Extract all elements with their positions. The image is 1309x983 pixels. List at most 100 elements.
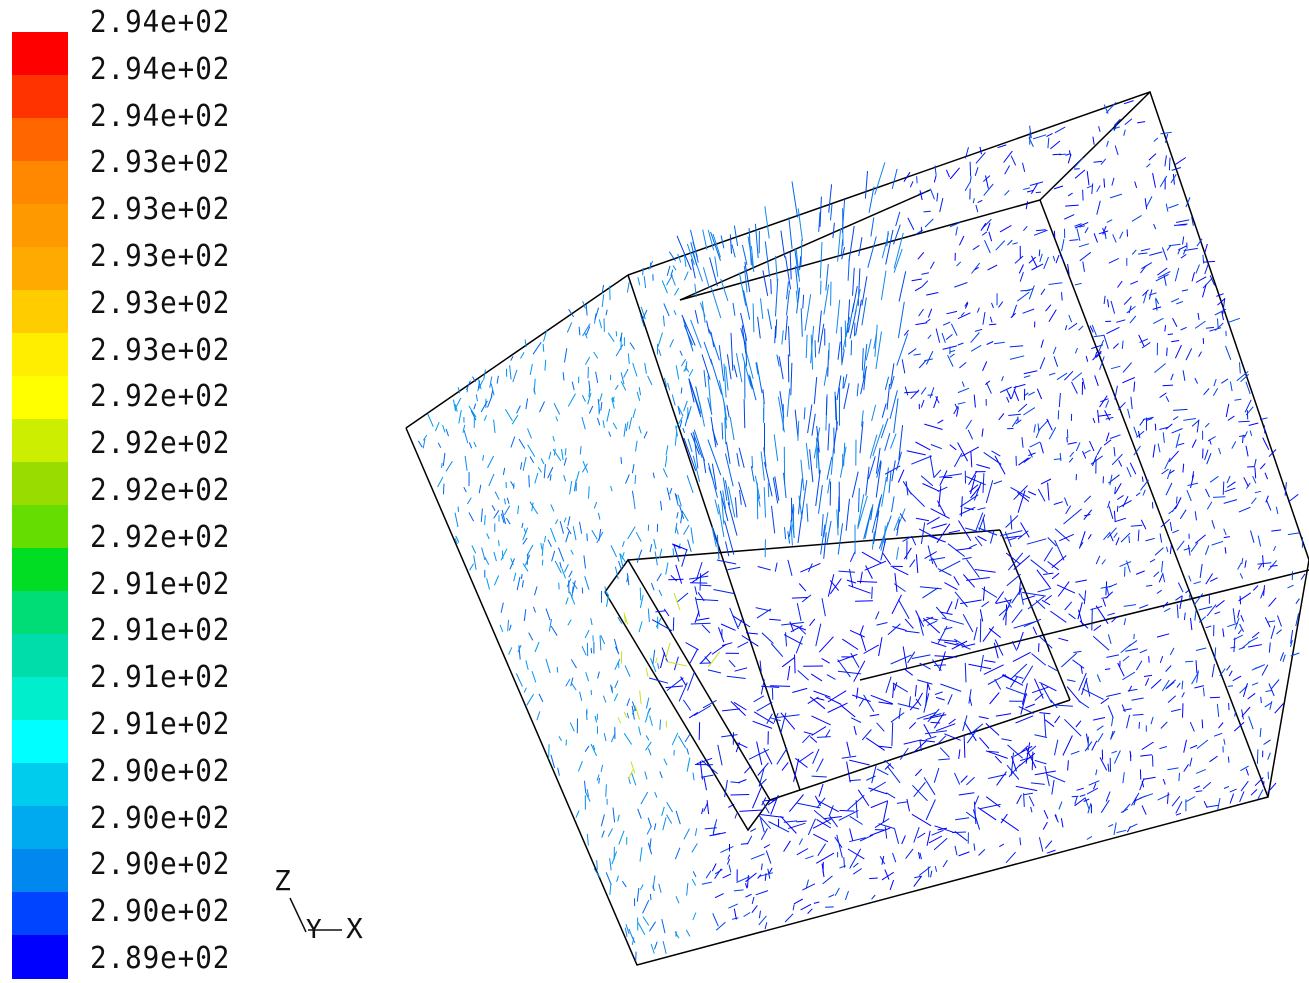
velocity-vector bbox=[1075, 579, 1087, 583]
velocity-vector bbox=[632, 362, 638, 377]
velocity-vector bbox=[1010, 312, 1016, 319]
velocity-vector bbox=[1128, 305, 1132, 314]
velocity-vector bbox=[528, 475, 530, 488]
velocity-vector bbox=[1217, 297, 1226, 306]
velocity-vector bbox=[1058, 637, 1069, 642]
velocity-vector bbox=[1206, 604, 1217, 617]
velocity-vector bbox=[966, 776, 975, 786]
velocity-vector bbox=[710, 332, 715, 348]
velocity-vector bbox=[604, 586, 607, 595]
velocity-vector bbox=[920, 522, 926, 544]
velocity-vector bbox=[1018, 706, 1034, 714]
velocity-vector bbox=[907, 348, 917, 355]
velocity-vector bbox=[994, 455, 1006, 475]
velocity-vector bbox=[596, 774, 600, 781]
velocity-vector bbox=[552, 449, 562, 462]
velocity-vector bbox=[1014, 255, 1024, 264]
velocity-vector bbox=[666, 814, 673, 824]
velocity-vector bbox=[1034, 770, 1056, 776]
velocity-vector bbox=[806, 503, 809, 522]
velocity-vector bbox=[748, 374, 753, 390]
velocity-vector bbox=[1168, 509, 1175, 515]
velocity-vector bbox=[1075, 442, 1081, 452]
velocity-vector bbox=[957, 387, 970, 394]
velocity-vector bbox=[686, 475, 694, 494]
velocity-vector bbox=[955, 226, 958, 236]
velocity-vector bbox=[1222, 628, 1225, 638]
velocity-vector bbox=[665, 685, 683, 689]
velocity-vector bbox=[783, 840, 791, 852]
velocity-vector bbox=[727, 501, 738, 536]
velocity-vector bbox=[809, 736, 818, 743]
velocity-vector bbox=[515, 673, 523, 687]
velocity-vector bbox=[689, 575, 709, 580]
velocity-vector bbox=[509, 365, 512, 380]
velocity-vector bbox=[901, 835, 906, 845]
velocity-vector bbox=[852, 267, 855, 296]
velocity-vector bbox=[706, 800, 710, 815]
velocity-vector bbox=[1138, 252, 1148, 255]
velocity-vector bbox=[834, 887, 840, 896]
velocity-vector bbox=[1096, 185, 1101, 192]
velocity-vector bbox=[750, 853, 765, 860]
velocity-vector bbox=[1025, 201, 1029, 210]
velocity-vector bbox=[1137, 430, 1141, 439]
velocity-vector bbox=[475, 394, 478, 402]
velocity-vector bbox=[620, 381, 627, 391]
velocity-vector bbox=[720, 278, 729, 302]
velocity-vector bbox=[813, 377, 818, 405]
velocity-vector bbox=[1104, 668, 1111, 670]
velocity-vector bbox=[614, 566, 619, 580]
velocity-vector bbox=[1011, 755, 1017, 772]
colorbar-swatch bbox=[12, 591, 68, 635]
velocity-vector bbox=[863, 509, 872, 540]
velocity-vector bbox=[1232, 675, 1242, 682]
velocity-vector bbox=[1082, 261, 1085, 272]
velocity-vector bbox=[1044, 840, 1053, 849]
velocity-vector bbox=[1009, 663, 1028, 680]
velocity-vector bbox=[817, 800, 839, 813]
velocity-vector bbox=[825, 263, 829, 291]
velocity-vector bbox=[1153, 223, 1157, 230]
velocity-vector bbox=[1097, 733, 1104, 743]
colorbar-swatch bbox=[12, 290, 68, 334]
velocity-vector bbox=[679, 420, 683, 428]
velocity-vector bbox=[1006, 573, 1022, 587]
velocity-vector bbox=[579, 691, 583, 701]
velocity-vector bbox=[634, 705, 640, 720]
velocity-vector bbox=[1044, 719, 1055, 728]
velocity-vector bbox=[718, 627, 725, 643]
velocity-vector bbox=[1061, 292, 1063, 301]
velocity-vector bbox=[1009, 676, 1018, 688]
velocity-vector bbox=[711, 863, 717, 872]
velocity-vector bbox=[676, 512, 679, 519]
velocity-vector bbox=[623, 368, 629, 378]
velocity-vector bbox=[856, 580, 878, 583]
velocity-vector bbox=[876, 722, 885, 732]
velocity-vector bbox=[1057, 410, 1060, 420]
velocity-vector bbox=[1047, 665, 1058, 672]
velocity-vector bbox=[630, 761, 636, 774]
velocity-vector bbox=[437, 476, 444, 488]
velocity-vector bbox=[1222, 481, 1225, 495]
colorbar-swatch bbox=[12, 462, 68, 506]
velocity-vector bbox=[759, 778, 767, 787]
velocity-vector bbox=[1166, 347, 1168, 356]
colorbar-swatch bbox=[12, 333, 68, 377]
velocity-vector bbox=[686, 243, 695, 265]
velocity-vector bbox=[1241, 706, 1251, 717]
velocity-vector bbox=[651, 619, 673, 632]
velocity-vector bbox=[733, 364, 738, 378]
velocity-vector bbox=[909, 181, 914, 188]
velocity-vector bbox=[1009, 355, 1025, 360]
velocity-vector bbox=[966, 476, 986, 486]
velocity-vector bbox=[978, 716, 989, 720]
velocity-vector bbox=[1156, 589, 1162, 594]
velocity-vector bbox=[1050, 610, 1067, 623]
velocity-vector bbox=[968, 663, 992, 670]
velocity-vector bbox=[1082, 688, 1104, 700]
velocity-vector bbox=[565, 531, 570, 543]
velocity-vector bbox=[1189, 594, 1191, 601]
velocity-vector bbox=[926, 616, 939, 621]
velocity-vector bbox=[1133, 797, 1137, 806]
